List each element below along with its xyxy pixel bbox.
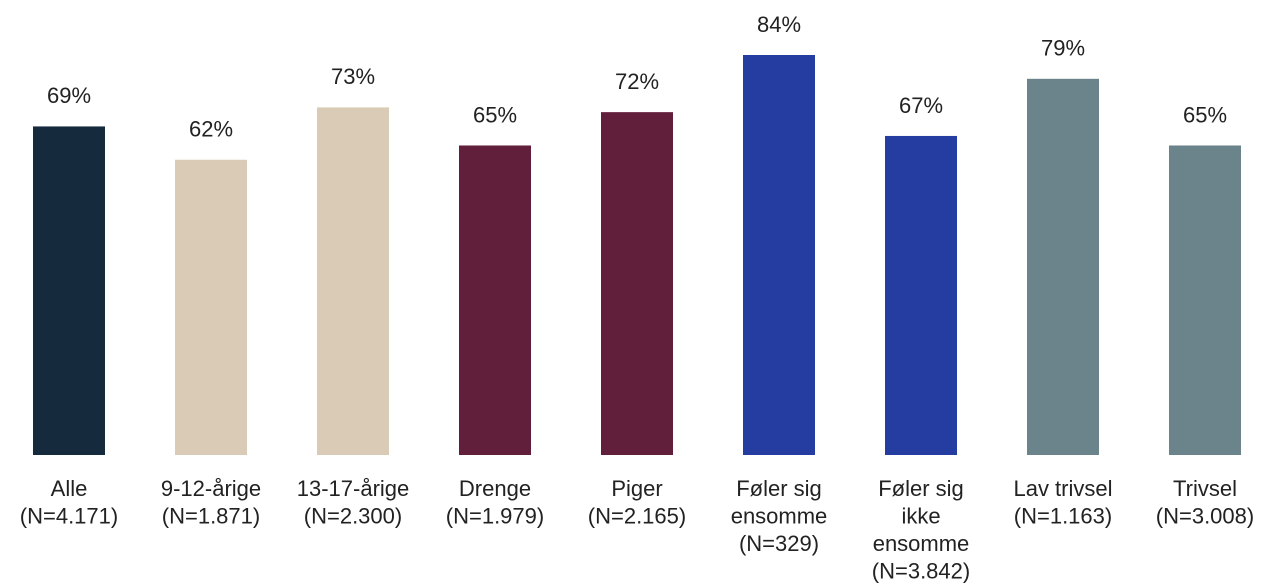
x-tick-label: (N=3.842) xyxy=(872,558,970,583)
x-tick-label: ikke xyxy=(901,503,940,528)
x-tick-label: ensomme xyxy=(873,531,970,556)
value-label: 67% xyxy=(899,93,943,118)
value-label: 69% xyxy=(47,83,91,108)
x-tick-label: Føler sig xyxy=(878,476,964,501)
x-tick-label: (N=4.171) xyxy=(20,503,118,528)
x-tick-label: 13-17-årige xyxy=(297,476,410,501)
bar xyxy=(317,107,389,455)
bar xyxy=(175,159,247,455)
x-tick-label: (N=2.300) xyxy=(304,503,402,528)
x-tick-label: (N=329) xyxy=(739,531,819,556)
value-label: 72% xyxy=(615,69,659,94)
x-tick-label: Trivsel xyxy=(1173,476,1237,501)
value-label: 62% xyxy=(189,117,233,142)
value-label: 73% xyxy=(331,64,375,89)
x-tick-label: Drenge xyxy=(459,476,531,501)
x-tick-label: (N=3.008) xyxy=(1156,503,1254,528)
x-tick-label: ensomme xyxy=(731,503,828,528)
value-label: 65% xyxy=(1183,102,1227,127)
x-tick-label: Føler sig xyxy=(736,476,822,501)
bar xyxy=(743,55,815,455)
bar xyxy=(459,145,531,455)
x-tick-label: Lav trivsel xyxy=(1013,476,1112,501)
x-tick-label: Piger xyxy=(611,476,662,501)
bar xyxy=(1169,145,1241,455)
bar xyxy=(1027,78,1099,456)
bar xyxy=(885,135,957,455)
value-label: 84% xyxy=(757,12,801,37)
value-label: 65% xyxy=(473,102,517,127)
x-tick-label: 9-12-årige xyxy=(161,476,261,501)
x-tick-label: Alle xyxy=(51,476,88,501)
x-tick-label: (N=1.871) xyxy=(162,503,260,528)
x-tick-label: (N=1.163) xyxy=(1014,503,1112,528)
value-label: 79% xyxy=(1041,36,1085,61)
bar xyxy=(33,126,105,455)
x-tick-label: (N=1.979) xyxy=(446,503,544,528)
x-tick-label: (N=2.165) xyxy=(588,503,686,528)
bar xyxy=(601,112,673,456)
